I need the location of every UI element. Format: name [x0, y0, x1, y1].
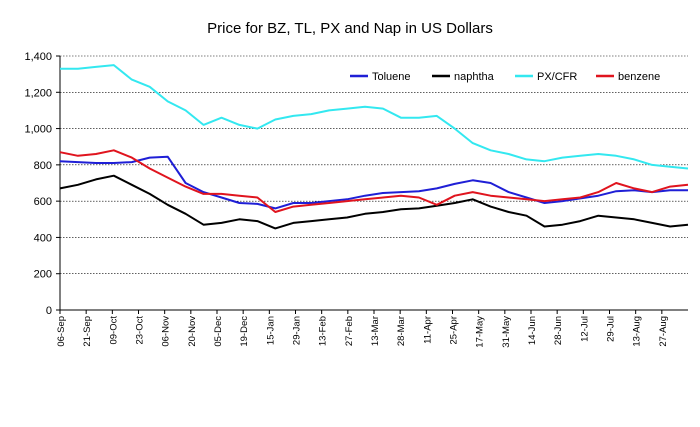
- y-tick-label: 400: [34, 232, 52, 244]
- x-tick-label: 06-Nov: [161, 316, 172, 347]
- x-tick-label: 29-Jan: [292, 316, 303, 345]
- x-tick-label: 21-Sep: [82, 316, 93, 347]
- x-tick-label: 13-Aug: [632, 316, 643, 347]
- x-tick-label: 13-Feb: [318, 316, 329, 346]
- series-lines: [59, 64, 689, 230]
- x-tick-label: 05-Dec: [213, 316, 224, 347]
- axes: 0 200 400 600 800 1,000 1,200 1,400 06-Sep 21-Sep…: [24, 51, 688, 348]
- x-tick-label: 28-Mar: [396, 316, 407, 346]
- legend-label: naphtha: [454, 71, 495, 83]
- y-tick-label: 1,400: [24, 51, 52, 63]
- series-line-benzene: [59, 149, 689, 213]
- x-tick-label: 06-Sep: [56, 316, 67, 347]
- x-tick-label: 25-Apr: [449, 316, 460, 345]
- legend-label: PX/CFR: [537, 71, 577, 83]
- x-tick-label: 19-Dec: [239, 316, 250, 347]
- legend-label: Toluene: [372, 71, 411, 83]
- y-tick-label: 0: [46, 305, 52, 317]
- legend-label: benzene: [618, 71, 660, 83]
- y-tick-label: 1,000: [24, 124, 52, 136]
- x-tick-label: 13-Mar: [370, 316, 381, 346]
- x-tick-label: 23-Oct: [135, 316, 146, 345]
- x-tick-label: 27-Feb: [344, 316, 355, 346]
- x-tick-label: 15-Jan: [265, 316, 276, 345]
- series-line-px-cfr: [60, 64, 689, 170]
- y-tick-label: 600: [34, 196, 52, 208]
- y-tick-label: 1,200: [24, 87, 52, 99]
- x-tick-label: 27-Aug: [658, 316, 669, 347]
- y-tick-label: 800: [34, 160, 52, 172]
- x-tick-label: 20-Nov: [187, 316, 198, 347]
- x-tick-label: 14-Jun: [527, 316, 538, 345]
- x-tick-label: 11-Apr: [422, 316, 433, 344]
- x-tick-label: 17-May: [475, 316, 486, 348]
- chart-title: Price for BZ, TL, PX and Nap in US Dolla…: [207, 20, 493, 37]
- x-tick-label: 12-Jul: [579, 316, 590, 342]
- x-tick-label: 31-May: [501, 316, 512, 348]
- x-tick-label: 09-Oct: [108, 316, 119, 345]
- x-tick-label: 28-Jun: [553, 316, 564, 345]
- x-tick-label: 29-Jul: [606, 316, 617, 342]
- gridlines: [60, 55, 688, 275]
- legend: Toluene naphtha PX/CFR benzene: [350, 71, 660, 83]
- series-line-naphtha: [59, 174, 689, 230]
- series-line-toluene: [59, 155, 688, 210]
- y-tick-label: 200: [34, 269, 52, 281]
